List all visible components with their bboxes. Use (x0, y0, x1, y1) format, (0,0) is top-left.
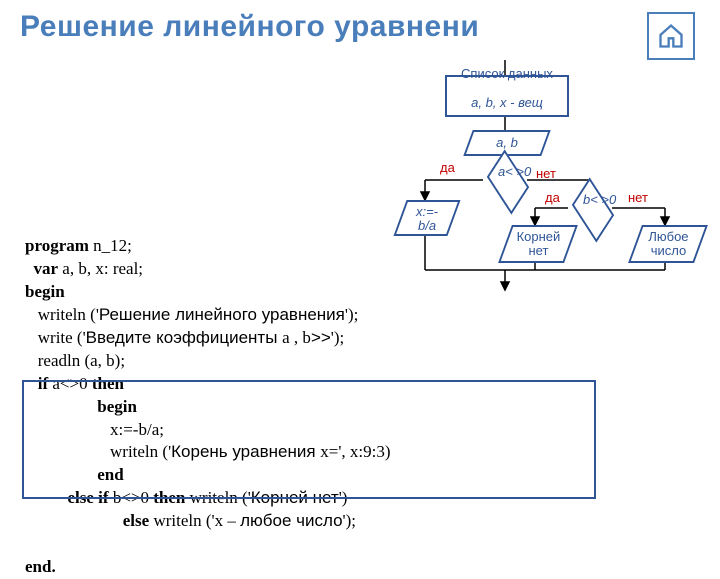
flow-no-b: нет (628, 190, 648, 205)
l4a: writeln (' (25, 305, 99, 324)
l14: end. (25, 557, 56, 576)
flow-assign: x:=- b/a (393, 200, 460, 236)
l3: begin (25, 282, 65, 301)
flow-vars: a, b, x - вещ (471, 96, 543, 110)
flow-input-label: a, b (470, 132, 544, 154)
flow-list-label: Список данных (447, 67, 567, 81)
l2b: a, b, x: real; (58, 259, 143, 278)
l5c: a , b (282, 328, 311, 347)
page-title: Решение линейного уравнени (20, 10, 479, 44)
l4b: Решение линейного уравнения (99, 305, 345, 324)
flow-yes-a: да (440, 160, 455, 175)
l13c: любое число (240, 511, 342, 530)
flow-noroots-label: Корней нет (507, 227, 569, 259)
l5b: Введите коэффициенты (86, 328, 282, 347)
home-button[interactable] (647, 12, 695, 60)
l2a: var (25, 259, 58, 278)
l5e: '); (331, 328, 344, 347)
flow-a-cond: a< >0 (498, 164, 531, 179)
l13d: '); (343, 511, 356, 530)
l4c: '); (345, 305, 358, 324)
l13b: writeln ('x – (149, 511, 240, 530)
l1b: n_12; (89, 236, 132, 255)
flow-any: Любое число (628, 225, 708, 263)
home-icon (657, 22, 685, 50)
flow-b-cond: b< >0 (583, 192, 616, 207)
l5a: write (' (25, 328, 86, 347)
l1a: program (25, 236, 89, 255)
flow-any-label: Любое число (637, 227, 699, 259)
code-highlight-box (22, 380, 596, 499)
flowchart: Список данных a, b, x - вещ a, b a< >0 b… (380, 60, 710, 290)
l5d: >> (311, 328, 331, 347)
flow-data-box: Список данных a, b, x - вещ (445, 75, 569, 117)
flow-no-a: нет (536, 166, 556, 181)
flow-yes-b: да (545, 190, 560, 205)
flow-noroots: Корней нет (498, 225, 578, 263)
l13a: else (25, 511, 149, 530)
flow-assign-label: x:=- b/a (402, 202, 452, 234)
l6: readln (a, b); (25, 351, 125, 370)
